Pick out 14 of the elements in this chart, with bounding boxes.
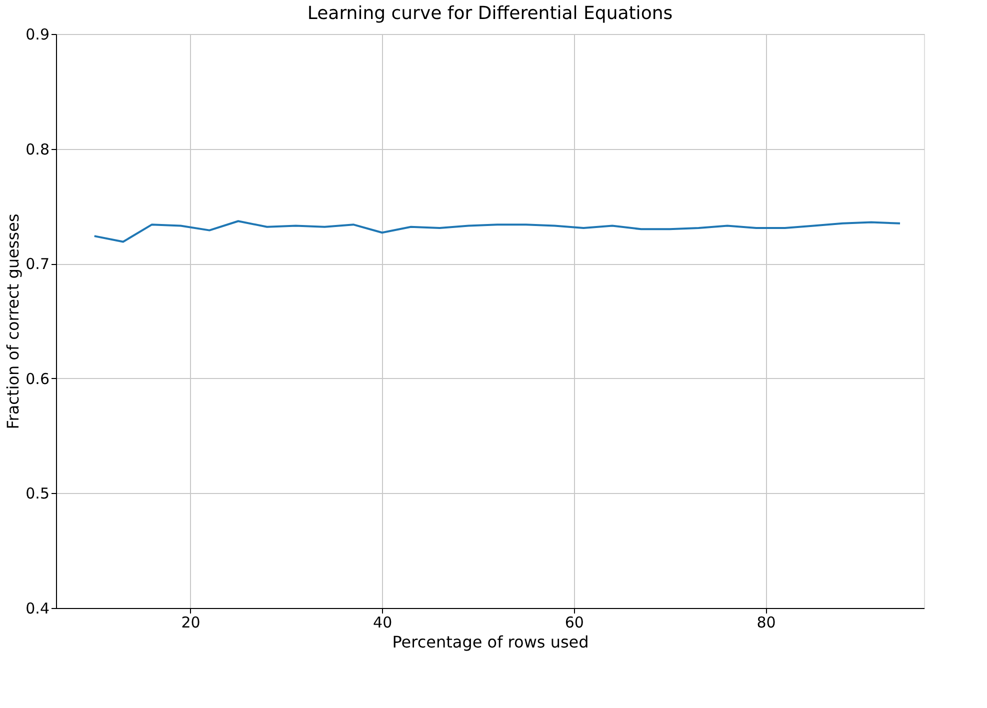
y-axis-title: Fraction of correct guesses [4,214,23,430]
y-tick-label: 0.4 [26,600,50,618]
x-tick-label: 40 [373,614,392,632]
x-tick-label: 20 [181,614,200,632]
y-tick-label: 0.8 [26,140,50,158]
x-tick-label: 80 [756,614,776,632]
y-tick-label: 0.5 [26,484,50,503]
x-axis-title: Percentage of rows used [392,632,589,652]
y-tick-label: 0.7 [26,255,50,274]
y-tick-label: 0.6 [26,370,50,388]
x-tick-label: 60 [564,614,584,632]
chart-title: Learning curve for Differential Equations [307,3,673,24]
y-tick-label: 0.9 [26,26,50,44]
line-series [93,220,902,243]
